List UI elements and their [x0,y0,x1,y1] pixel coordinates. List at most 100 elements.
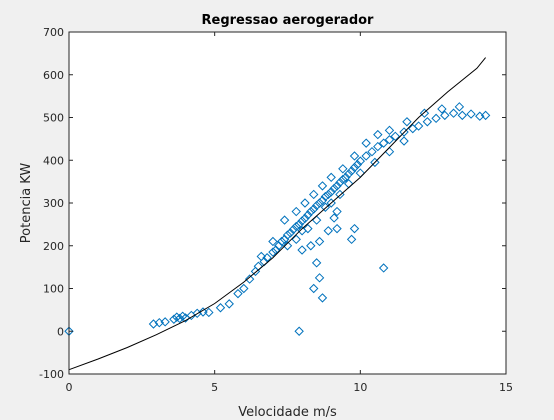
data-point [314,198,325,208]
data-point [332,206,342,217]
data-point [224,299,234,309]
data-point [332,223,342,234]
data-point [291,221,301,232]
data-point [239,283,249,294]
data-point [244,274,255,284]
data-point [422,117,433,127]
data-point [378,263,389,273]
data-point [268,247,278,257]
x-axis-label: Velocidade m/s [238,405,337,420]
data-point [314,236,325,247]
data-point [309,204,319,214]
data-point [314,273,325,283]
data-point [480,110,491,121]
data-point [297,245,307,255]
data-point [282,230,293,240]
data-point [419,108,430,118]
data-point [268,236,278,247]
data-point [297,216,307,226]
data-point [378,138,389,148]
data-point [349,151,360,161]
data-point [384,135,395,145]
data-point [306,241,316,251]
data-point [279,234,290,245]
data-point [346,166,357,176]
data-point [352,159,363,170]
data-point [303,210,313,220]
plot-area [69,32,506,374]
data-point [198,307,208,317]
data-point [329,183,339,194]
data-point [148,319,159,329]
data-point [384,125,395,136]
x-axis: 0 5 10 15 [66,32,513,394]
data-point [355,156,366,166]
data-point [271,245,281,255]
data-point [279,215,290,225]
data-point [256,251,266,262]
data-point [233,288,243,299]
data-point [367,146,377,157]
data-point [440,110,450,121]
data-point [373,141,383,152]
y-tick-label: 400 [43,154,64,167]
x-tick-label: 15 [499,381,513,394]
data-point [311,200,322,211]
data-point [370,157,380,168]
x-tick-label: 0 [66,381,73,394]
data-point [288,224,299,235]
data-point [448,108,459,118]
data-point [317,181,328,191]
data-point [262,253,272,263]
data-point [338,174,348,185]
data-point [323,226,333,236]
data-point [160,317,170,327]
data-point [349,162,360,173]
data-point [320,191,331,202]
x-tick-label: 5 [211,381,218,394]
scatter-series [64,102,491,336]
data-point [285,228,296,238]
data-point [343,169,354,179]
data-point [335,177,345,188]
data-point [402,117,412,127]
y-tick-label: 300 [43,197,64,210]
data-point [326,172,336,183]
data-point [309,189,319,200]
data-point [390,131,401,142]
data-point [466,109,476,119]
data-point [323,189,333,200]
data-point [274,241,284,251]
x-tick-label: 10 [353,381,367,394]
y-axis-label: Potencia KW [19,163,34,244]
data-point [454,102,465,112]
data-point [177,311,188,321]
data-point [431,113,441,124]
data-point [300,198,310,208]
data-point [303,223,313,234]
data-point [332,181,342,191]
y-tick-label: 700 [43,26,64,39]
chart-marks [64,57,491,371]
y-tick-label: 500 [43,112,64,125]
data-point [309,283,319,294]
data-point [373,129,383,140]
data-point [294,326,304,336]
data-point [294,219,304,230]
data-point [204,307,214,318]
data-point [361,138,371,148]
data-point [329,213,339,223]
data-point [399,127,409,137]
data-point [437,104,447,114]
chart-title: Regressao aerogerador [202,13,375,28]
data-point [215,303,226,313]
data-point [306,206,316,217]
data-point [349,223,360,234]
y-tick-label: -100 [39,368,64,381]
data-point [317,195,328,206]
y-tick-label: 200 [43,240,64,253]
data-point [326,198,336,208]
data-point [361,151,371,161]
data-point [413,121,424,131]
